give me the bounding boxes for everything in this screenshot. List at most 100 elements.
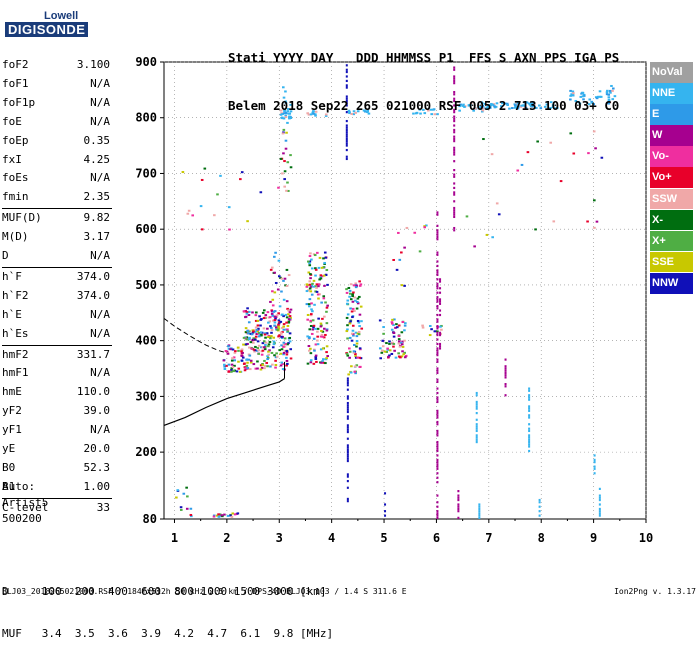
echo-trace-point (528, 429, 531, 433)
echo-trace-point (436, 398, 439, 401)
echo-point (592, 103, 595, 106)
echo-point (288, 336, 292, 339)
echo-trace-point (436, 369, 439, 372)
echo-point (226, 352, 230, 355)
param-value: 1.00 (83, 479, 111, 493)
echo-trace-point (345, 140, 348, 143)
echo-point (263, 332, 267, 335)
echo-trace-point (436, 287, 439, 290)
echo-trace-point (593, 465, 596, 468)
echo-point (289, 348, 293, 351)
echo-trace-point (436, 458, 439, 462)
echo-point (309, 361, 313, 364)
echo-point (491, 103, 495, 106)
echo-point (490, 102, 493, 105)
echo-point (393, 318, 396, 321)
param-name: h`F (2, 269, 22, 283)
echo-point (352, 350, 356, 353)
echo-point (491, 236, 494, 239)
echo-point (275, 355, 279, 358)
echo-point (346, 328, 349, 331)
echo-point (321, 347, 325, 350)
echo-point (316, 335, 319, 338)
echo-point (395, 268, 399, 271)
param-name: hmE (2, 385, 22, 399)
echo-trace-point (478, 516, 481, 519)
echo-point (488, 106, 492, 109)
legend-item: X- (650, 209, 693, 231)
echo-point (270, 312, 274, 315)
echo-point (285, 284, 289, 287)
echo-point (281, 132, 285, 135)
echo-trace-point (345, 157, 348, 161)
param-row: yF2 39.0 (2, 402, 110, 421)
echo-point (276, 288, 280, 291)
param-value: N/A (90, 307, 110, 321)
param-row: h`Es N/A (2, 325, 110, 344)
echo-point (605, 93, 609, 96)
echo-point (391, 318, 394, 321)
echo-point (282, 341, 286, 344)
echo-point (351, 293, 354, 296)
echo-point (242, 310, 246, 313)
echo-point (280, 290, 283, 293)
echo-point (309, 290, 313, 293)
echo-point (260, 353, 264, 356)
echo-point (495, 102, 499, 105)
echo-point (260, 366, 264, 369)
echo-point (487, 103, 491, 106)
echo-point (285, 359, 289, 362)
echo-point (284, 115, 288, 118)
echo-point (241, 356, 245, 359)
echo-trace-point (436, 447, 439, 450)
echo-trace-point (475, 427, 478, 430)
echo-point (600, 156, 604, 159)
y-tick-label: 900 (135, 55, 157, 69)
echo-point (247, 353, 251, 356)
echo-point (348, 336, 352, 339)
echo-point (231, 512, 235, 515)
echo-point (245, 338, 249, 341)
echo-trace-point (436, 396, 439, 399)
echo-point (421, 326, 425, 329)
echo-point (308, 255, 312, 258)
profile-dashed-line (163, 317, 228, 354)
echo-point (607, 93, 611, 96)
echo-point (606, 89, 609, 92)
echo-point (270, 309, 274, 312)
echo-trace-point (475, 436, 478, 439)
echo-trace-point (436, 463, 439, 466)
echo-point (309, 347, 312, 350)
param-separator (2, 208, 112, 210)
echo-point (307, 345, 311, 348)
echo-point (230, 367, 234, 370)
echo-point (530, 102, 534, 105)
echo-point (432, 108, 435, 111)
echo-point (288, 340, 292, 343)
echo-point (274, 366, 277, 369)
echo-trace-point (346, 457, 349, 460)
echo-point (312, 337, 316, 340)
echo-trace-point (457, 505, 460, 508)
echo-point (403, 246, 406, 249)
echo-trace-point (436, 391, 439, 395)
echo-trace-point (453, 66, 456, 69)
echo-trace-point (453, 148, 456, 152)
echo-point (308, 283, 312, 286)
echo-point (596, 95, 600, 98)
echo-point (257, 349, 261, 352)
echo-trace-point (453, 182, 456, 185)
echo-point (348, 295, 351, 298)
param-row: B0 52.3 (2, 459, 110, 478)
echo-point (264, 341, 268, 344)
echo-point (356, 297, 360, 300)
echo-point (349, 307, 352, 310)
echo-point (212, 514, 216, 517)
echo-point (226, 514, 230, 517)
echo-point (287, 274, 291, 277)
echo-trace-point (528, 389, 531, 392)
echo-trace-point (593, 467, 596, 470)
echo-point (308, 349, 311, 352)
legend-item: X+ (650, 230, 693, 252)
echo-point (323, 261, 326, 264)
